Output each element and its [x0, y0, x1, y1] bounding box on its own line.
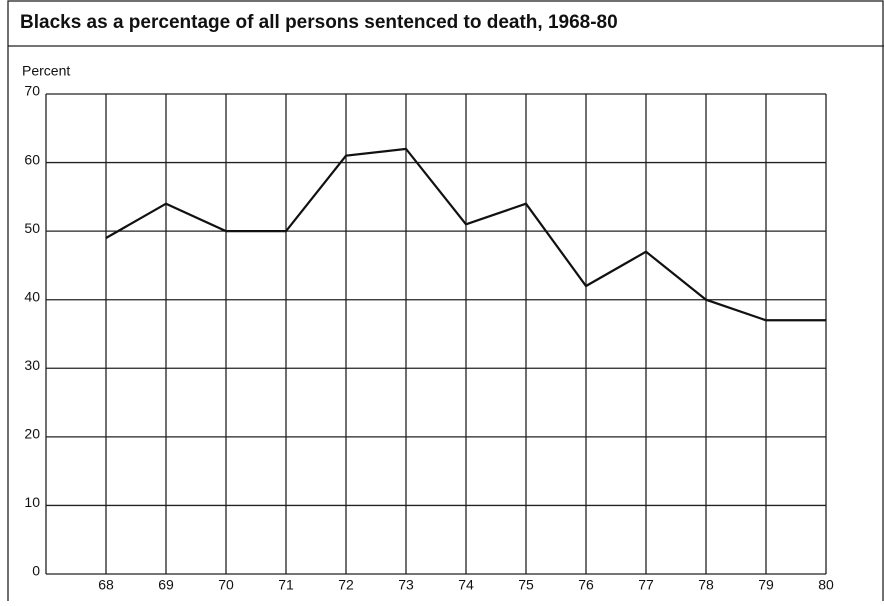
- x-tick-label: 77: [638, 577, 654, 593]
- y-tick-label: 40: [24, 288, 40, 304]
- x-tick-label: 72: [338, 577, 354, 593]
- x-tick-label: 69: [158, 577, 174, 593]
- y-tick-label: 30: [24, 357, 40, 373]
- y-tick-label: 70: [24, 83, 40, 99]
- x-tick-label: 70: [218, 577, 234, 593]
- x-tick-label: 76: [578, 577, 594, 593]
- x-tick-label: 79: [758, 577, 774, 593]
- x-tick-label: 74: [458, 577, 474, 593]
- y-tick-label: 60: [24, 151, 40, 167]
- x-tick-label: 68: [98, 577, 114, 593]
- x-tick-label: 75: [518, 577, 534, 593]
- data-line: [105, 147, 826, 322]
- x-tick-label: 80: [818, 577, 834, 593]
- y-tick-label: 0: [32, 563, 40, 579]
- y-tick-label: 20: [24, 426, 40, 442]
- y-tick-label: 10: [24, 494, 40, 510]
- x-tick-label: 78: [698, 577, 714, 593]
- y-tick-label: 50: [24, 220, 40, 236]
- y-axis-label: Percent: [22, 63, 70, 79]
- x-tick-label: 71: [278, 577, 294, 593]
- frame: [7, 0, 884, 606]
- chart-title: Blacks as a percentage of all persons se…: [20, 12, 618, 33]
- x-tick-label: 73: [398, 577, 414, 593]
